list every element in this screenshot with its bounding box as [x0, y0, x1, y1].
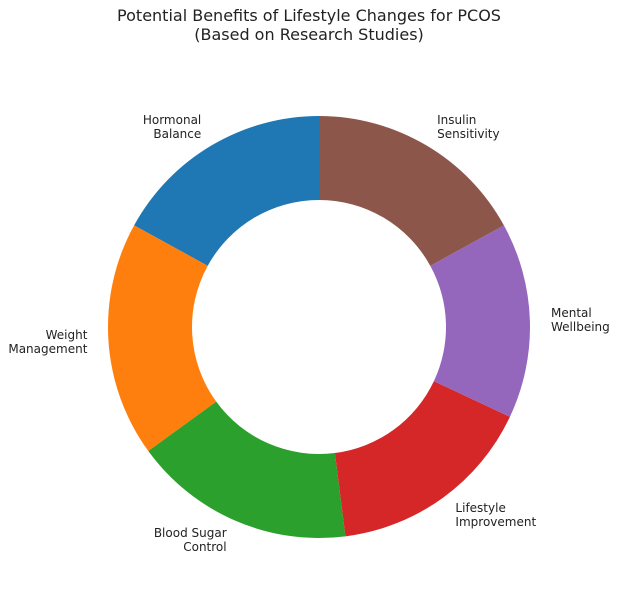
- slice-label: Lifestyle Improvement: [455, 500, 537, 529]
- slice-label: Insulin Sensitivity: [437, 113, 500, 142]
- wedge: [430, 225, 530, 417]
- wedge: [319, 116, 504, 266]
- slice-label: Blood Sugar Control: [153, 526, 227, 554]
- wedge: [134, 116, 319, 266]
- slice-label: Hormonal Balance: [142, 113, 202, 142]
- slice-label: Weight Management: [8, 327, 88, 356]
- wedge: [148, 401, 346, 538]
- wedge: [334, 381, 510, 537]
- wedge: [107, 225, 217, 452]
- chart-title: Potential Benefits of Lifestyle Changes …: [117, 6, 501, 44]
- slice-label: Mental Wellbeing: [550, 305, 610, 334]
